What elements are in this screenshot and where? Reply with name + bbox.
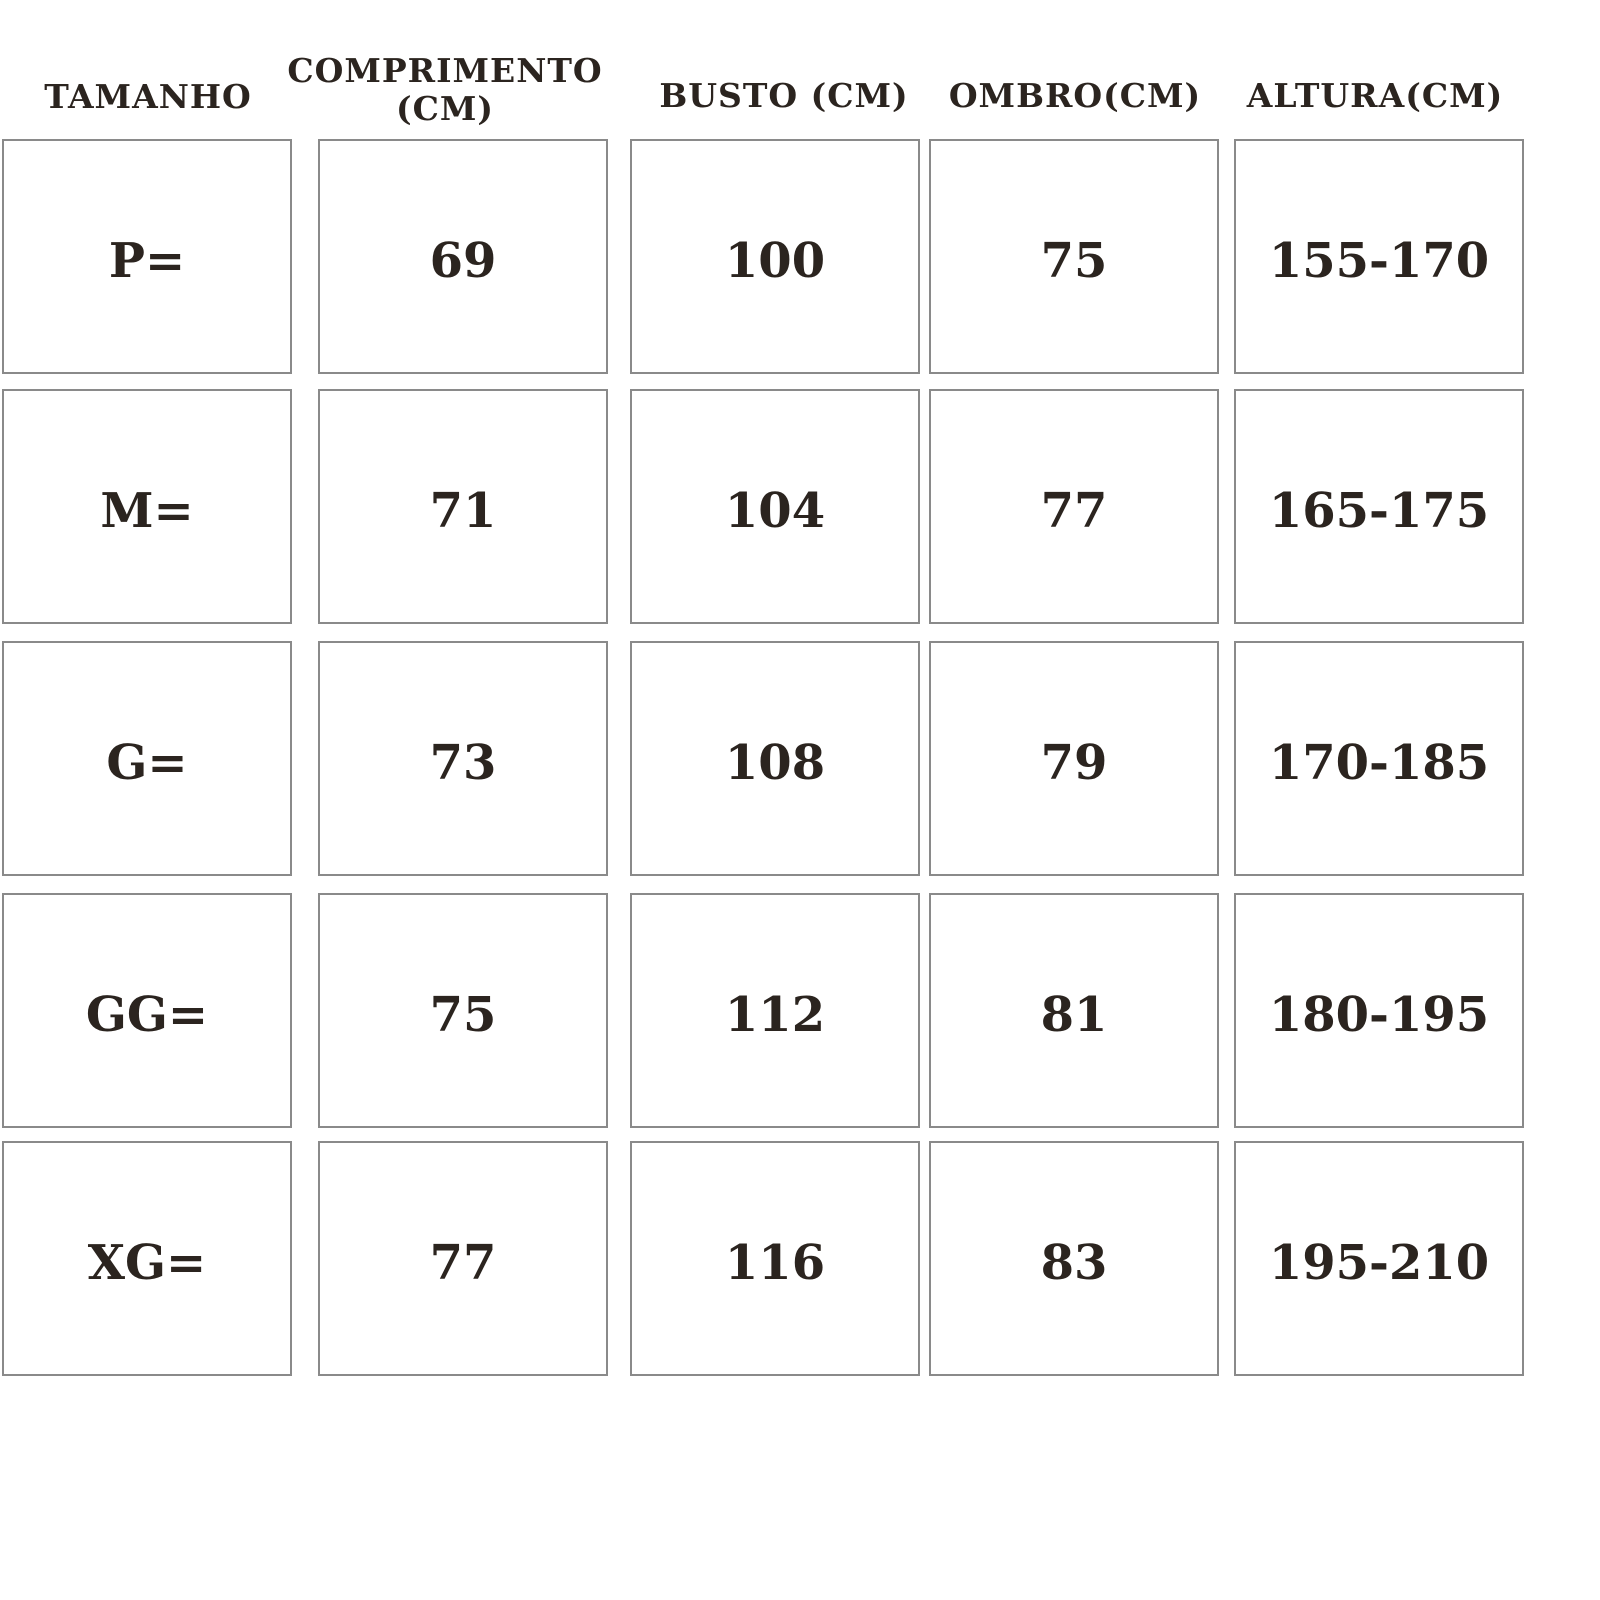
table-cell-bust: 104 bbox=[630, 389, 920, 624]
table-cell-length: 69 bbox=[318, 139, 608, 374]
table-cell-length: 77 bbox=[318, 1141, 608, 1376]
table-cell-height: 195-210 bbox=[1234, 1141, 1524, 1376]
height-value: 170-185 bbox=[1268, 734, 1490, 791]
height-value: 195-210 bbox=[1268, 1234, 1490, 1291]
table-cell-size: P= bbox=[2, 139, 292, 374]
length-value: 71 bbox=[429, 482, 497, 539]
shoulder-value: 77 bbox=[1040, 482, 1108, 539]
table-cell-shoulder: 81 bbox=[929, 893, 1219, 1128]
header-length-line1: COMPRIMENTO bbox=[287, 51, 603, 90]
table-cell-shoulder: 75 bbox=[929, 139, 1219, 374]
size-value: P= bbox=[108, 232, 186, 289]
length-value: 73 bbox=[429, 734, 497, 791]
size-value: M= bbox=[100, 482, 194, 539]
bust-value: 116 bbox=[724, 1234, 826, 1291]
size-value: G= bbox=[106, 734, 188, 791]
length-value: 69 bbox=[429, 232, 497, 289]
table-cell-height: 170-185 bbox=[1234, 641, 1524, 876]
size-value: XG= bbox=[87, 1234, 207, 1291]
bust-value: 112 bbox=[724, 986, 826, 1043]
header-length: COMPRIMENTO (CM) bbox=[285, 52, 605, 128]
shoulder-value: 83 bbox=[1040, 1234, 1108, 1291]
height-value: 180-195 bbox=[1268, 986, 1490, 1043]
bust-value: 108 bbox=[724, 734, 826, 791]
shoulder-value: 75 bbox=[1040, 232, 1108, 289]
bust-value: 104 bbox=[724, 482, 826, 539]
table-cell-size: GG= bbox=[2, 893, 292, 1128]
table-cell-bust: 116 bbox=[630, 1141, 920, 1376]
table-cell-size: M= bbox=[2, 389, 292, 624]
shoulder-value: 81 bbox=[1040, 986, 1108, 1043]
header-length-line2: (CM) bbox=[395, 89, 495, 128]
table-cell-height: 155-170 bbox=[1234, 139, 1524, 374]
bust-value: 100 bbox=[724, 232, 826, 289]
height-value: 155-170 bbox=[1268, 232, 1490, 289]
height-value: 165-175 bbox=[1268, 482, 1490, 539]
table-cell-size: G= bbox=[2, 641, 292, 876]
table-cell-size: XG= bbox=[2, 1141, 292, 1376]
size-value: GG= bbox=[85, 986, 209, 1043]
table-cell-shoulder: 77 bbox=[929, 389, 1219, 624]
table-cell-bust: 100 bbox=[630, 139, 920, 374]
table-cell-height: 165-175 bbox=[1234, 389, 1524, 624]
table-cell-length: 71 bbox=[318, 389, 608, 624]
table-cell-bust: 108 bbox=[630, 641, 920, 876]
table-cell-length: 75 bbox=[318, 893, 608, 1128]
header-size: TAMANHO bbox=[44, 77, 252, 116]
table-cell-height: 180-195 bbox=[1234, 893, 1524, 1128]
table-cell-shoulder: 83 bbox=[929, 1141, 1219, 1376]
shoulder-value: 79 bbox=[1040, 734, 1108, 791]
table-cell-length: 73 bbox=[318, 641, 608, 876]
table-cell-shoulder: 79 bbox=[929, 641, 1219, 876]
header-bust: BUSTO (CM) bbox=[659, 76, 909, 115]
header-shoulder: OMBRO(CM) bbox=[948, 76, 1202, 115]
table-cell-bust: 112 bbox=[630, 893, 920, 1128]
length-value: 75 bbox=[429, 986, 497, 1043]
header-height: ALTURA(CM) bbox=[1246, 76, 1504, 115]
length-value: 77 bbox=[429, 1234, 497, 1291]
